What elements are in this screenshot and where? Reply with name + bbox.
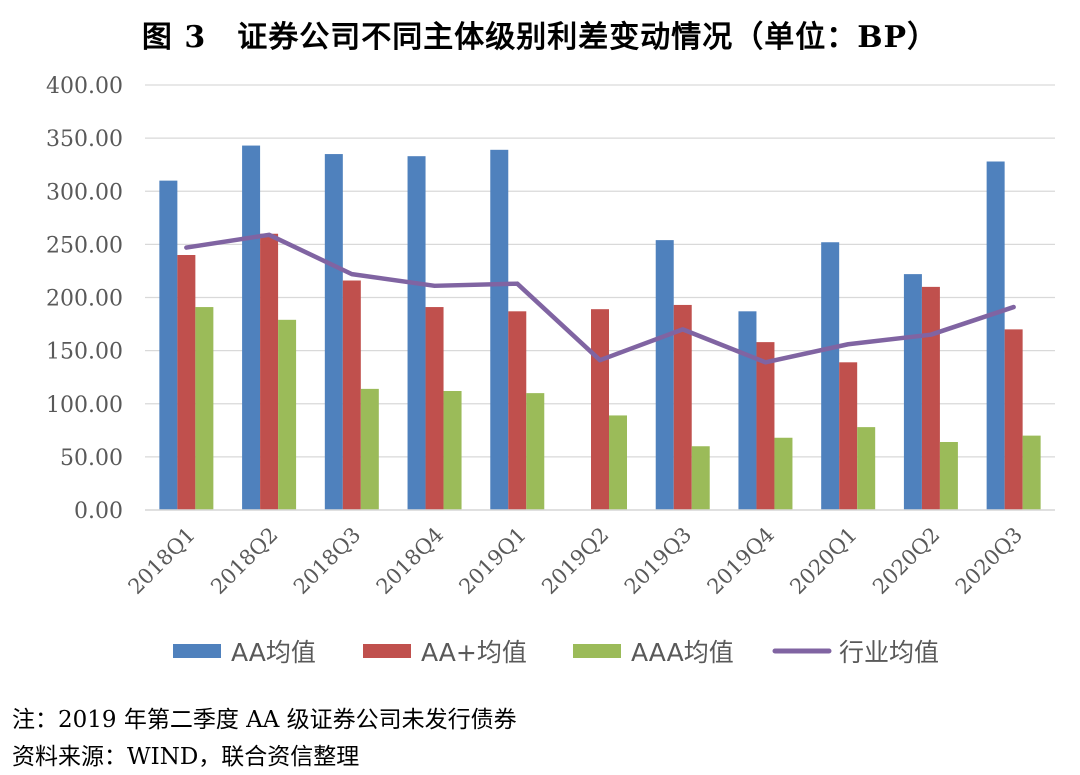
bar	[260, 233, 279, 510]
bar	[425, 307, 444, 510]
bar	[591, 309, 609, 510]
bar	[342, 280, 361, 510]
footnote: 注：2019 年第二季度 AA 级证券公司未发行债券	[12, 707, 517, 733]
bar	[939, 442, 958, 510]
bar	[159, 180, 178, 510]
bar	[360, 388, 379, 510]
y-tick-label: 50.00	[60, 446, 123, 471]
y-tick-label: 200.00	[46, 287, 123, 312]
legend-label: AAA均值	[631, 638, 734, 667]
legend-swatch	[573, 644, 621, 658]
x-tick-label: 2019Q4	[703, 523, 779, 599]
bar	[1022, 435, 1041, 510]
bar	[177, 255, 196, 510]
x-axis: 2018Q1 2018Q2 2018Q3 2018Q4 2019Q1 2019Q2 2019…	[124, 509, 1055, 599]
x-tick-label: 2018Q2	[206, 523, 282, 599]
source-note: 资料来源：WIND，联合资信整理	[12, 744, 360, 770]
bar	[986, 161, 1005, 510]
y-tick-label: 400.00	[46, 74, 123, 99]
bar	[609, 415, 627, 510]
x-tick-label: 2019Q3	[620, 523, 696, 599]
bar	[903, 274, 922, 510]
x-tick-label: 2019Q2	[537, 523, 613, 599]
bar	[278, 319, 297, 510]
bar	[921, 286, 940, 510]
x-tick-label: 2019Q1	[454, 523, 530, 599]
y-tick-label: 250.00	[46, 233, 123, 258]
bar	[655, 240, 674, 510]
bar	[673, 304, 692, 510]
bar	[738, 311, 757, 510]
bar	[324, 154, 343, 510]
bar	[526, 393, 545, 510]
bar	[407, 156, 426, 510]
x-tick-label: 2018Q4	[372, 523, 448, 599]
x-tick-label: 2018Q3	[289, 523, 365, 599]
legend-label: AA均值	[231, 638, 316, 667]
legend: AA均值 AA+均值 AAA均值 行业均值	[173, 638, 939, 667]
legend-label: 行业均值	[839, 638, 939, 667]
bar	[195, 307, 214, 510]
y-tick-label: 100.00	[46, 393, 123, 418]
bar	[774, 437, 793, 510]
legend-swatch	[363, 644, 411, 658]
bar	[508, 311, 527, 510]
y-tick-label: 300.00	[46, 180, 123, 205]
bar	[756, 342, 775, 510]
y-tick-label: 150.00	[46, 340, 123, 365]
y-tick-label: 0.00	[74, 499, 123, 524]
x-tick-label: 2018Q1	[124, 523, 200, 599]
chart-title: 图 3 证券公司不同主体级别利差变动情况（单位：BP）	[141, 20, 939, 55]
bar	[490, 149, 509, 510]
y-axis: 0.00 50.00 100.00 150.00 200.00 250.00 300.00 3…	[46, 74, 123, 524]
bar	[1004, 329, 1023, 510]
y-tick-label: 350.00	[46, 127, 123, 152]
x-tick-label: 2020Q3	[951, 523, 1027, 599]
bars-group	[159, 145, 1041, 510]
bar	[691, 446, 710, 510]
x-tick-label: 2020Q1	[785, 523, 861, 599]
legend-swatch	[173, 644, 221, 658]
bar	[443, 391, 462, 510]
bar	[839, 362, 858, 510]
legend-label: AA+均值	[421, 638, 527, 667]
industry-line-group	[184, 232, 1016, 365]
bar	[857, 427, 876, 510]
x-tick-label: 2020Q2	[868, 523, 944, 599]
bar	[242, 145, 261, 510]
bar	[821, 242, 840, 510]
